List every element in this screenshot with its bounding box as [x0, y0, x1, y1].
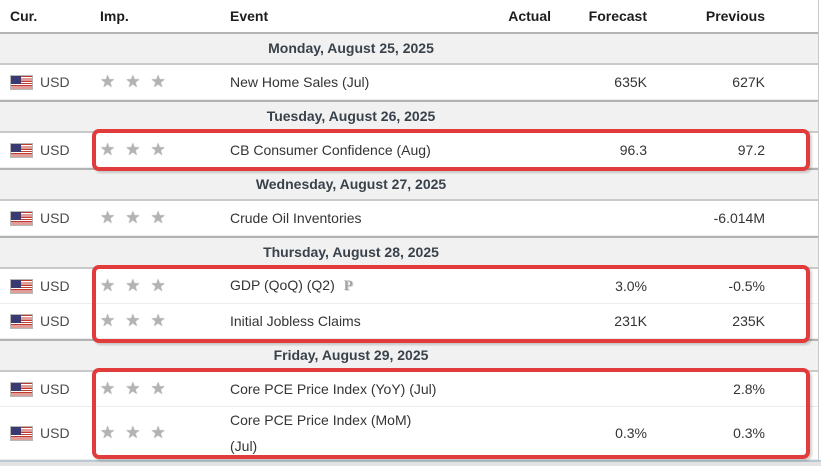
previous-value: 627K: [732, 74, 765, 90]
star-icon: ★: [125, 378, 141, 399]
star-icon: ★: [125, 207, 141, 228]
event-row[interactable]: USD ★ ★ ★ Initial Jobless Claims 231K 23…: [0, 304, 818, 339]
star-icon: ★: [150, 207, 166, 228]
day-header-row: Thursday, August 28, 2025: [0, 236, 818, 269]
us-flag-icon: [10, 313, 33, 329]
currency-cell: USD: [0, 313, 95, 329]
star-icon: ★: [100, 275, 116, 296]
previous-value: -6.014M: [713, 210, 765, 226]
star-icon: ★: [150, 310, 166, 331]
event-row[interactable]: USD ★ ★ ★ GDP (QoQ) (Q2) P 3.0% -0.5%: [0, 269, 818, 304]
column-header-imp: Imp.: [100, 8, 129, 24]
star-icon: ★: [100, 310, 116, 331]
star-icon: ★: [100, 207, 116, 228]
forecast-value: 3.0%: [615, 278, 647, 294]
star-icon: ★: [150, 378, 166, 399]
event-row[interactable]: USD ★ ★ ★ Crude Oil Inventories -6.014M: [0, 201, 818, 236]
us-flag-icon: [10, 210, 33, 226]
currency-label: USD: [40, 210, 70, 226]
column-header-actual: Actual: [508, 8, 551, 24]
column-header-row: Cur. Imp. Event Actual Forecast Previous: [0, 0, 818, 32]
event-name[interactable]: New Home Sales (Jul): [230, 74, 370, 90]
day-header-label: Monday, August 25, 2025: [268, 40, 434, 56]
importance-rating: ★ ★ ★: [95, 422, 225, 443]
column-header-event: Event: [230, 8, 269, 24]
day-header-row: Wednesday, August 27, 2025: [0, 168, 818, 201]
previous-value: 2.8%: [733, 381, 765, 397]
currency-cell: USD: [0, 210, 95, 226]
event-name[interactable]: Initial Jobless Claims: [230, 313, 361, 329]
event-row[interactable]: USD ★ ★ ★ Core PCE Price Index (MoM) (Ju…: [0, 407, 818, 460]
us-flag-icon: [10, 425, 33, 441]
us-flag-icon: [10, 142, 33, 158]
currency-cell: USD: [0, 381, 95, 397]
importance-rating: ★ ★ ★: [95, 275, 225, 296]
importance-rating: ★ ★ ★: [95, 378, 225, 399]
event-row[interactable]: USD ★ ★ ★ CB Consumer Confidence (Aug) 9…: [0, 133, 818, 168]
star-icon: ★: [150, 71, 166, 92]
importance-rating: ★ ★ ★: [95, 71, 225, 92]
currency-cell: USD: [0, 278, 95, 294]
star-icon: ★: [150, 422, 166, 443]
us-flag-icon: [10, 74, 33, 90]
event-row[interactable]: USD ★ ★ ★ Core PCE Price Index (YoY) (Ju…: [0, 372, 818, 407]
day-header-label: Wednesday, August 27, 2025: [255, 176, 447, 192]
day-header-label: Friday, August 29, 2025: [273, 347, 429, 363]
day-header-row: Tuesday, August 26, 2025: [0, 100, 818, 133]
event-name[interactable]: Core PCE Price Index (YoY) (Jul): [230, 381, 437, 397]
importance-rating: ★ ★ ★: [95, 207, 225, 228]
column-header-cur: Cur.: [10, 8, 38, 24]
previous-value: 0.3%: [733, 425, 765, 441]
bottom-divider: [0, 460, 821, 466]
importance-rating: ★ ★ ★: [95, 139, 225, 160]
currency-cell: USD: [0, 74, 95, 90]
currency-label: USD: [40, 425, 70, 441]
star-icon: ★: [125, 139, 141, 160]
forecast-value: 96.3: [619, 142, 647, 158]
forecast-value: 635K: [614, 74, 647, 90]
star-icon: ★: [125, 71, 141, 92]
day-header-row: Friday, August 29, 2025: [0, 339, 818, 372]
currency-cell: USD: [0, 425, 95, 441]
day-header-label: Tuesday, August 26, 2025: [266, 108, 436, 124]
importance-rating: ★ ★ ★: [95, 310, 225, 331]
event-row[interactable]: USD ★ ★ ★ New Home Sales (Jul) 635K 627K: [0, 65, 818, 100]
previous-value: -0.5%: [728, 278, 765, 294]
us-flag-icon: [10, 278, 33, 294]
us-flag-icon: [10, 381, 33, 397]
day-header-row: Monday, August 25, 2025: [0, 32, 818, 65]
star-icon: ★: [100, 378, 116, 399]
event-name[interactable]: GDP (QoQ) (Q2) P: [230, 277, 353, 294]
star-icon: ★: [150, 139, 166, 160]
forecast-value: 0.3%: [615, 425, 647, 441]
currency-cell: USD: [0, 142, 95, 158]
star-icon: ★: [100, 139, 116, 160]
previous-value: 97.2: [737, 142, 765, 158]
day-header-label: Thursday, August 28, 2025: [263, 244, 439, 260]
event-name[interactable]: Core PCE Price Index (MoM) (Jul): [230, 412, 412, 454]
currency-label: USD: [40, 278, 70, 294]
event-name[interactable]: Crude Oil Inventories: [230, 210, 362, 226]
star-icon: ★: [150, 275, 166, 296]
star-icon: ★: [125, 310, 141, 331]
star-icon: ★: [100, 422, 116, 443]
currency-label: USD: [40, 142, 70, 158]
column-header-forecast: Forecast: [588, 8, 647, 24]
currency-label: USD: [40, 74, 70, 90]
preliminary-icon: P: [343, 278, 353, 294]
event-name[interactable]: CB Consumer Confidence (Aug): [230, 142, 431, 158]
column-header-previous: Previous: [705, 8, 765, 24]
previous-value: 235K: [732, 313, 765, 329]
currency-label: USD: [40, 313, 70, 329]
star-icon: ★: [125, 275, 141, 296]
currency-label: USD: [40, 381, 70, 397]
star-icon: ★: [100, 71, 116, 92]
star-icon: ★: [125, 422, 141, 443]
forecast-value: 231K: [614, 313, 647, 329]
